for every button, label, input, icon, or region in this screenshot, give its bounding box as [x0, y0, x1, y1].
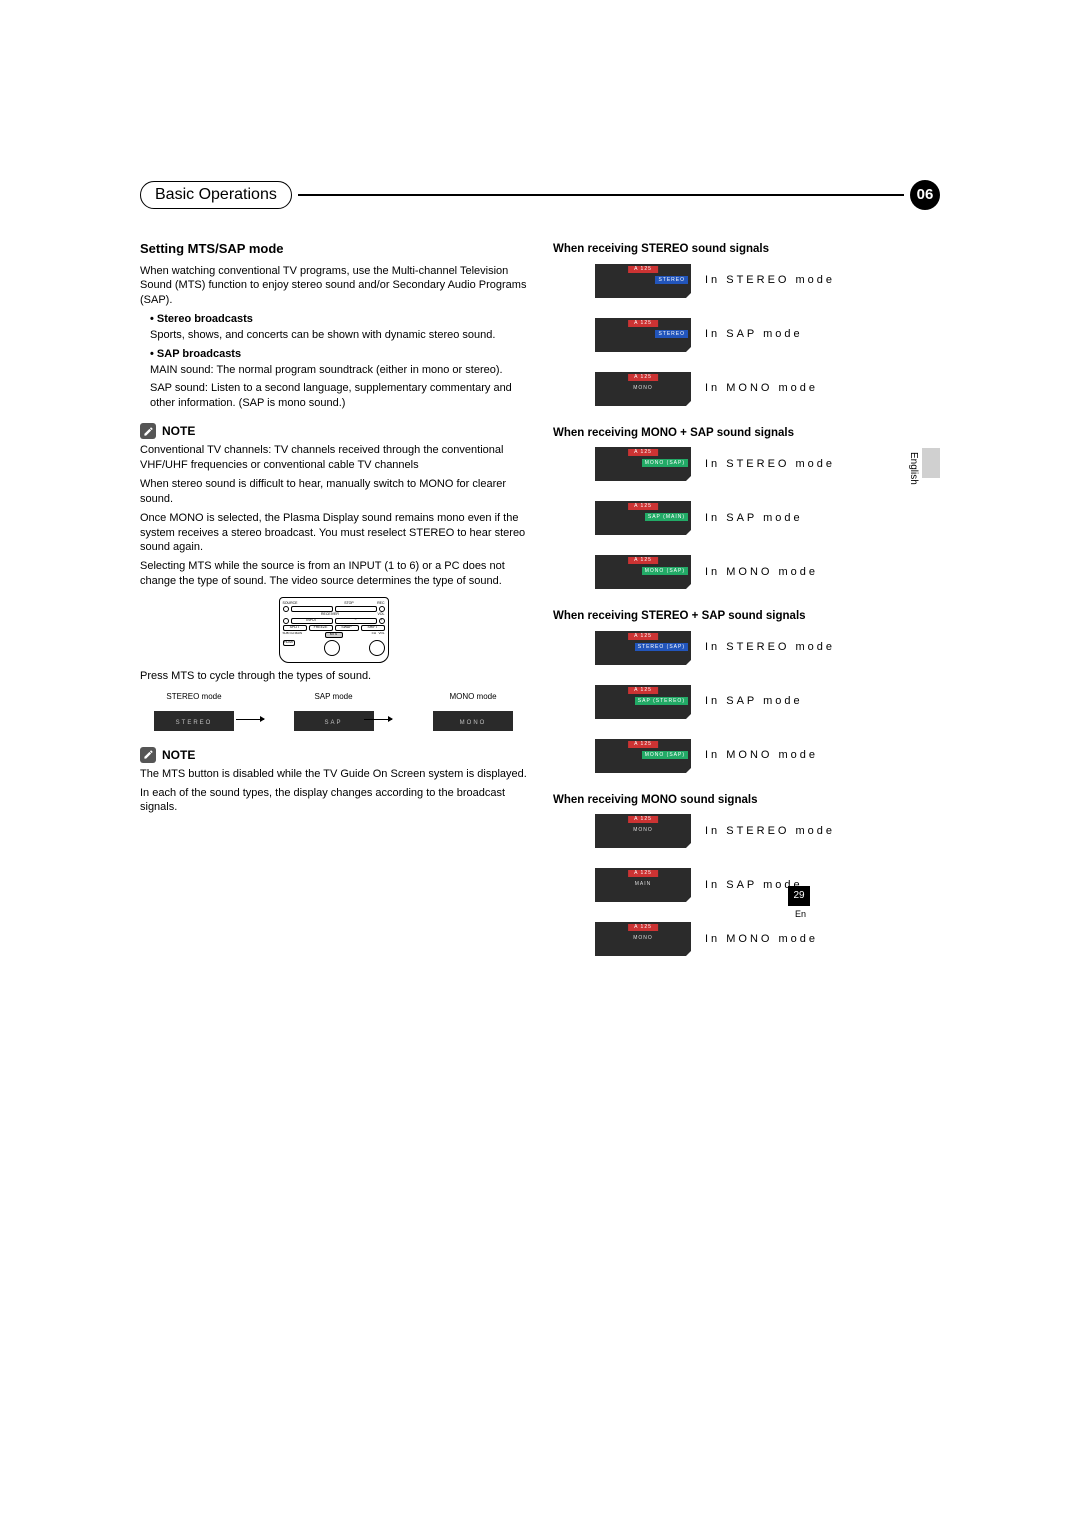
osd-channel-badge: A 125: [628, 741, 658, 748]
osd-mode-badge: MONO (SAP): [642, 459, 688, 467]
osd-mode-badge: MONO (SAP): [642, 567, 688, 575]
osd-screen: A 125 SAP (STEREO): [595, 685, 691, 719]
note-text: The MTS button is disabled while the TV …: [140, 767, 527, 782]
chapter-number: 06: [910, 180, 940, 210]
signal-section-heading: When receiving STEREO + SAP sound signal…: [553, 609, 940, 625]
osd-screen: A 125 MONO: [595, 814, 691, 848]
note-text: Selecting MTS while the source is from a…: [140, 559, 527, 589]
bullet-text: SAP sound: Listen to a second language, …: [150, 381, 527, 411]
osd-channel-badge: A 125: [628, 503, 658, 510]
osd-channel-badge: A 125: [628, 870, 658, 877]
intro-paragraph: When watching conventional TV programs, …: [140, 264, 527, 309]
osd-channel-badge: A 125: [628, 266, 658, 273]
osd-example-row: A 125 MONO In MONO mode: [595, 372, 940, 406]
mode-cycle-diagram: STEREO SAP MONO: [154, 707, 513, 735]
pencil-icon: [140, 747, 156, 763]
osd-channel-badge: A 125: [628, 374, 658, 381]
osd-mode-label: In SAP mode: [705, 327, 803, 342]
osd-mode-label: In MONO mode: [705, 565, 818, 580]
osd-screen: A 125 MONO (SAP): [595, 739, 691, 773]
osd-mode-label: In STEREO mode: [705, 457, 835, 472]
osd-screen: A 125 STEREO: [595, 318, 691, 352]
note-text: In each of the sound types, the display …: [140, 786, 527, 816]
language-tab: English: [907, 452, 921, 485]
osd-mode-badge: MONO (SAP): [642, 751, 688, 759]
osd-channel-badge: A 125: [628, 924, 658, 931]
chapter-title: Basic Operations: [140, 181, 292, 209]
bullet-heading: • Stereo broadcasts: [150, 312, 527, 327]
osd-screen: A 125 MONO (SAP): [595, 555, 691, 589]
osd-channel-badge: A 125: [628, 449, 658, 456]
page-lang-code: En: [795, 908, 806, 920]
osd-mode-badge: MONO: [630, 826, 656, 834]
note-heading: NOTE: [140, 423, 527, 439]
osd-mode-badge: STEREO: [655, 276, 688, 284]
bullet-text: MAIN sound: The normal program soundtrac…: [150, 363, 527, 378]
osd-example-row: A 125 MONO In MONO mode: [595, 922, 940, 956]
header-rule: [298, 194, 904, 196]
osd-channel-badge: A 125: [628, 816, 658, 823]
osd-screen: A 125 MONO: [595, 372, 691, 406]
osd-example-row: A 125 MONO (SAP) In STEREO mode: [595, 447, 940, 481]
osd-example-row: A 125 MONO (SAP) In MONO mode: [595, 739, 940, 773]
osd-screen: A 125 SAP (MAIN): [595, 501, 691, 535]
chapter-header: Basic Operations 06: [140, 180, 940, 210]
osd-mode-badge: MAIN: [632, 880, 655, 888]
osd-mode-label: In STEREO mode: [705, 273, 835, 288]
remote-illustration: SOURCESTOPREC RECEIVERVOL INPUT−+ SPLITF…: [279, 597, 389, 663]
osd-screen: A 125 STEREO: [595, 264, 691, 298]
signal-section-heading: When receiving STEREO sound signals: [553, 242, 940, 258]
note-text: Conventional TV channels: TV channels re…: [140, 443, 527, 473]
signal-section-heading: When receiving MONO sound signals: [553, 793, 940, 809]
osd-channel-badge: A 125: [628, 557, 658, 564]
osd-example-row: A 125MAINIn SAP mode: [595, 868, 940, 902]
page-number: 29: [788, 886, 810, 906]
osd-mode-badge: STEREO: [655, 330, 688, 338]
pencil-icon: [140, 423, 156, 439]
osd-mode-label: In STEREO mode: [705, 824, 835, 839]
osd-mode-badge: MONO: [630, 934, 656, 942]
signal-section-heading: When receiving MONO + SAP sound signals: [553, 426, 940, 442]
osd-example-row: A 125 STEREO In STEREO mode: [595, 264, 940, 298]
osd-mode-label: In MONO mode: [705, 932, 818, 947]
osd-example-row: A 125 SAP (MAIN) In SAP mode: [595, 501, 940, 535]
osd-example-row: A 125 MONO (SAP) In MONO mode: [595, 555, 940, 589]
osd-mode-label: In MONO mode: [705, 381, 818, 396]
section-heading: Setting MTS/SAP mode: [140, 240, 527, 258]
osd-example-row: A 125 MONO In STEREO mode: [595, 814, 940, 848]
osd-channel-badge: A 125: [628, 320, 658, 327]
instruction-text: Press MTS to cycle through the types of …: [140, 669, 527, 684]
osd-example-row: A 125 SAP (STEREO) In SAP mode: [595, 685, 940, 719]
note-text: When stereo sound is difficult to hear, …: [140, 477, 527, 507]
left-column: Setting MTS/SAP mode When watching conve…: [140, 238, 527, 976]
osd-channel-badge: A 125: [628, 687, 658, 694]
osd-screen: A 125 STEREO (SAP): [595, 631, 691, 665]
right-column: When receiving STEREO sound signals A 125…: [553, 238, 940, 976]
osd-mode-badge: SAP (STEREO): [635, 697, 688, 705]
osd-mode-label: In MONO mode: [705, 748, 818, 763]
osd-channel-badge: A 125: [628, 633, 658, 640]
mode-label: MONO mode: [433, 692, 513, 703]
note-text: Once MONO is selected, the Plasma Displa…: [140, 511, 527, 556]
osd-screen: A 125 MONO (SAP): [595, 447, 691, 481]
osd-screen: A 125 MAIN: [595, 868, 691, 902]
osd-example-row: A 125 STEREO (SAP) In STEREO mode: [595, 631, 940, 665]
osd-example-row: A 125 STEREO In SAP mode: [595, 318, 940, 352]
bullet-heading: • SAP broadcasts: [150, 347, 527, 362]
osd-screen: A 125 MONO: [595, 922, 691, 956]
note-heading: NOTE: [140, 747, 527, 763]
osd-mode-label: In SAP mode: [705, 511, 803, 526]
osd-mode-badge: MONO: [630, 384, 656, 392]
mode-labels-row: STEREO mode SAP mode MONO mode: [154, 692, 513, 703]
mode-label: STEREO mode: [154, 692, 234, 703]
osd-mode-badge: STEREO (SAP): [635, 643, 688, 651]
arrow-right-icon: [364, 719, 392, 720]
arrow-right-icon: [236, 719, 264, 720]
osd-mode-badge: SAP (MAIN): [645, 513, 688, 521]
mode-label: SAP mode: [294, 692, 374, 703]
bullet-text: Sports, shows, and concerts can be shown…: [150, 328, 527, 343]
osd-mode-label: In SAP mode: [705, 694, 803, 709]
osd-mode-label: In STEREO mode: [705, 640, 835, 655]
side-tab-bg: [922, 448, 940, 478]
